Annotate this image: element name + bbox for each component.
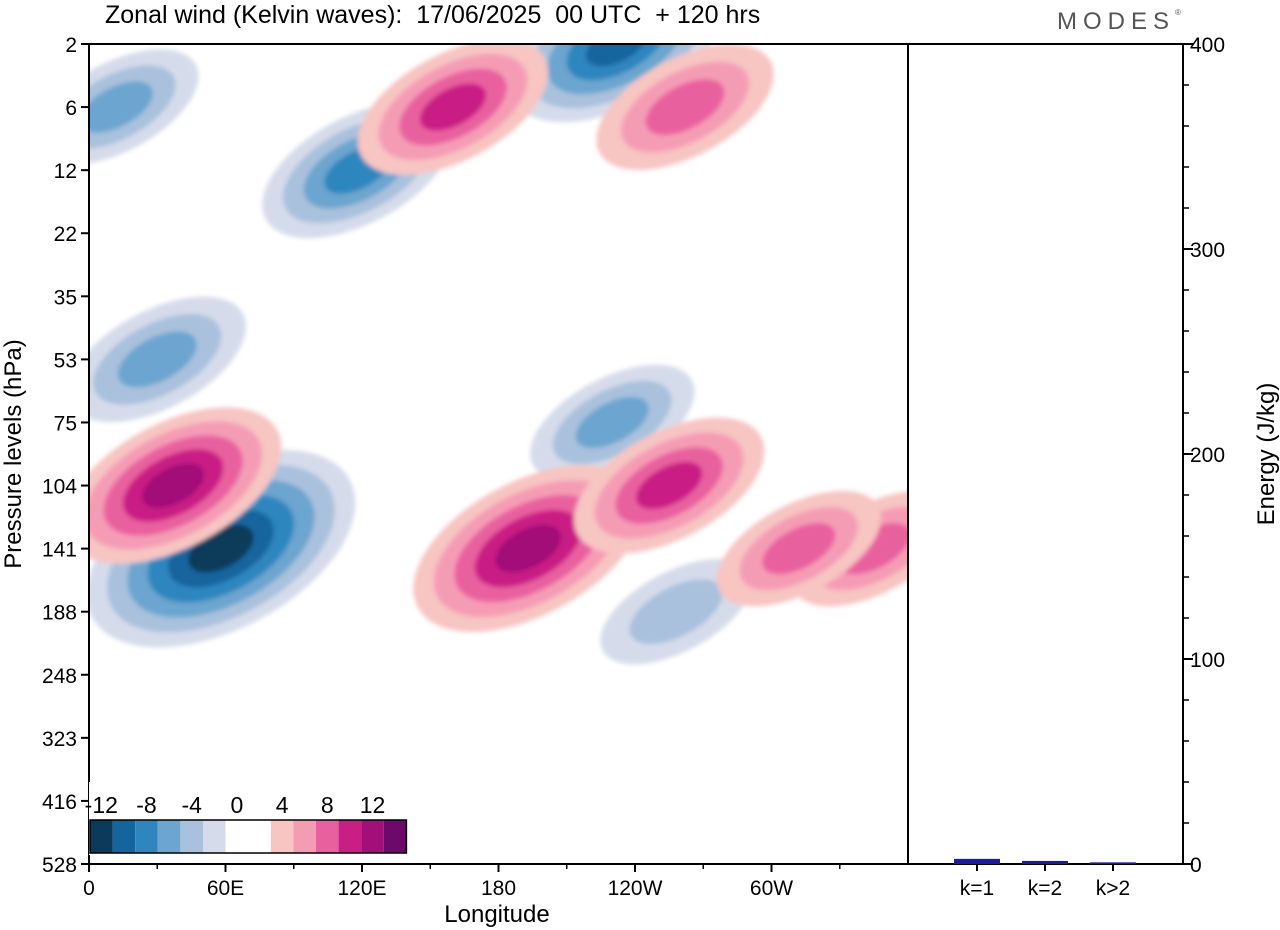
energy-bar	[1022, 860, 1068, 864]
y-tick-label: 2	[65, 34, 77, 57]
y-tick-label: 248	[42, 665, 77, 688]
westerly-anomaly	[716, 490, 881, 607]
y-tick-label: 75	[54, 412, 77, 435]
contour-band	[575, 396, 649, 449]
energy-tick-label: 0	[1190, 854, 1202, 877]
y-tick-label: 323	[42, 728, 77, 751]
easterly-anomaly	[600, 559, 752, 665]
legend-label: 0	[231, 792, 244, 818]
energy-panel-frame	[907, 43, 1184, 865]
modes-logo: MODES®	[1057, 8, 1181, 36]
legend-swatch	[157, 820, 181, 853]
legend-label: 12	[360, 792, 386, 818]
bar-category-label: k=2	[1028, 877, 1062, 900]
energy-bar	[954, 858, 1000, 864]
y-tick-label: 53	[54, 349, 77, 372]
westerly-anomaly	[89, 407, 282, 564]
longitude-axis: 0 60E 120E 180 120W 60W	[83, 864, 841, 900]
legend-swatch	[270, 820, 294, 853]
legend-label: -8	[136, 792, 156, 818]
y-tick-label: 22	[54, 223, 77, 246]
legend-swatch	[316, 820, 339, 853]
y-axis-title: Pressure levels (hPa)	[0, 339, 27, 568]
y-tick-label: 12	[54, 160, 77, 183]
legend-label: -12	[85, 792, 118, 818]
legend-frame	[89, 819, 408, 854]
color-legend: -12 -8 -4 0 4 8 12	[85, 782, 408, 855]
westerly-anomaly	[596, 44, 774, 170]
x-tick-label: 120E	[337, 877, 386, 900]
legend-swatch	[90, 820, 113, 853]
legend-swatch	[383, 820, 407, 853]
y-tick-label: 416	[42, 791, 77, 814]
easterly-anomaly	[530, 364, 695, 481]
y-tick-label: 35	[54, 286, 77, 309]
legend-swatch	[112, 820, 136, 853]
y-tick-label: 141	[42, 539, 77, 562]
y-tick-label: 104	[42, 476, 77, 499]
contour-band	[762, 522, 836, 575]
brand-text: MODES	[1057, 8, 1176, 35]
y-tick-label: 528	[42, 854, 77, 877]
bar-category-label: k=1	[960, 877, 994, 900]
x-tick-label: 60E	[207, 877, 244, 900]
energy-tick-label: 300	[1190, 239, 1225, 262]
contour-band	[117, 331, 197, 388]
legend-label: 4	[276, 792, 289, 818]
legend-swatch	[338, 820, 362, 853]
contour-band	[89, 81, 153, 133]
legend-swatch	[203, 820, 226, 853]
energy-bar	[1090, 862, 1136, 864]
energy-axis: 0 100 200 300 400	[1183, 34, 1225, 877]
x-tick-label: 180	[481, 877, 516, 900]
legend-swatch	[293, 820, 316, 853]
contour-band	[419, 83, 487, 131]
energy-tick-label: 400	[1190, 34, 1225, 57]
contour-band	[645, 79, 725, 135]
legend-swatch	[180, 820, 203, 853]
legend-swatch	[135, 820, 158, 853]
legend-swatch	[225, 820, 249, 853]
legend-swatch	[248, 820, 271, 853]
y-tick-label: 188	[42, 602, 77, 625]
x-tick-label: 120W	[608, 877, 663, 900]
x-axis-title: Longitude	[444, 901, 549, 928]
easterly-anomaly	[89, 49, 199, 165]
legend-label: -4	[181, 792, 202, 818]
registered-mark: ®	[1175, 8, 1181, 17]
energy-bars: k=1 k=2 k>2	[954, 858, 1136, 900]
westerly-anomaly	[573, 417, 765, 554]
energy-tick-label: 100	[1190, 649, 1225, 672]
contour-band	[495, 524, 561, 573]
contour-band	[142, 463, 205, 508]
easterly-anomaly	[89, 296, 246, 423]
energy-tick-label: 200	[1190, 444, 1225, 467]
y-tick-label: 6	[65, 97, 77, 120]
legend-label: 8	[321, 792, 334, 818]
x-tick-label: 0	[83, 877, 95, 900]
contour-band	[636, 461, 703, 510]
contour-band	[629, 579, 723, 645]
bar-category-label: k>2	[1096, 877, 1130, 900]
pressure-axis: 2 6 12 22 35 53 75 104 141 188 248 323 416 528	[42, 34, 89, 877]
contour-layer	[89, 44, 908, 665]
legend-swatch	[361, 820, 384, 853]
chart-title: Zonal wind (Kelvin waves): 17/06/2025 00…	[105, 1, 761, 29]
wind-field	[89, 44, 908, 665]
energy-axis-title: Energy (J/kg)	[1253, 383, 1280, 526]
x-tick-label: 60W	[750, 877, 793, 900]
contour-band	[585, 44, 648, 67]
westerly-anomaly	[357, 44, 549, 176]
